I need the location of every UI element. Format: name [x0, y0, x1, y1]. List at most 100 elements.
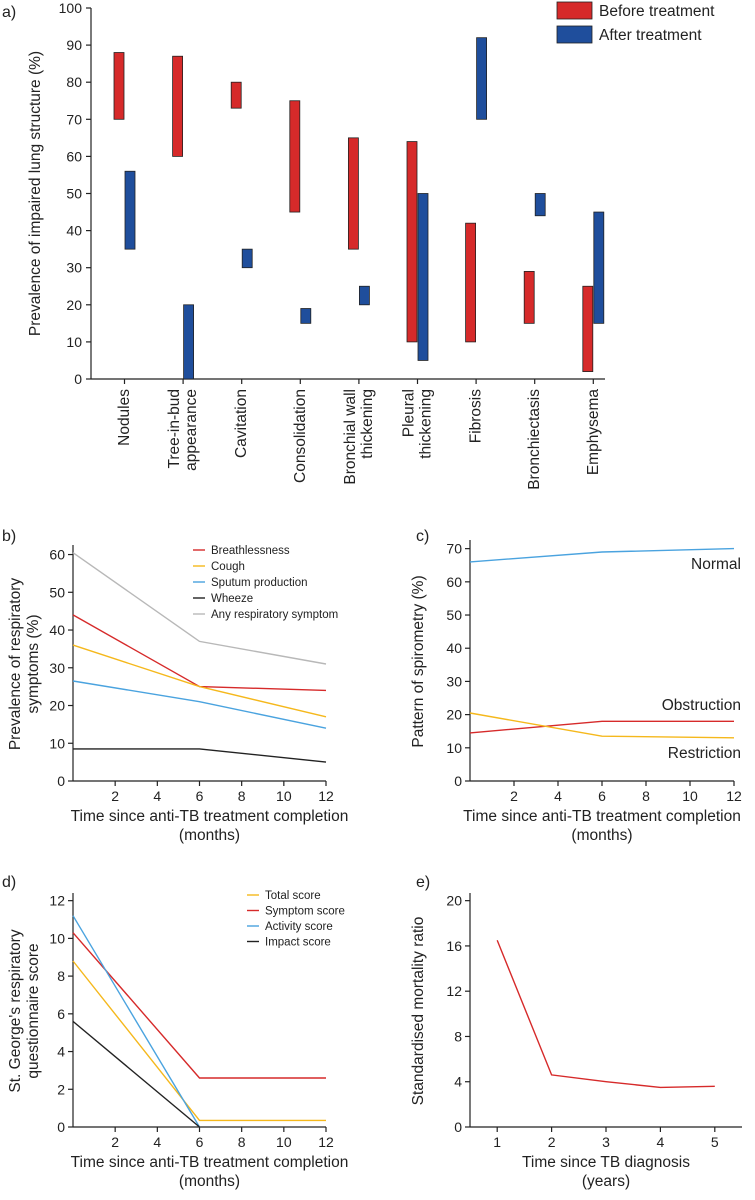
series-line-cough	[72, 644, 327, 718]
series-line-total-score	[72, 960, 326, 1122]
series-label: Obstruction	[662, 697, 741, 714]
y-tick-label: 20	[66, 297, 82, 313]
y-tick-label: 0	[57, 1119, 65, 1135]
x-axis-label-line2: (months)	[571, 827, 632, 844]
x-axis-label-line2: (months)	[179, 827, 240, 844]
x-tick-label: 12	[318, 788, 334, 804]
legend-label: Before treatment	[599, 3, 715, 20]
y-tick-label: 4	[57, 1044, 65, 1060]
panel-label: e)	[416, 874, 430, 891]
y-tick-label: 10	[49, 930, 65, 946]
x-tick-label: 3	[602, 1134, 610, 1150]
y-tick-label: 12	[49, 893, 65, 909]
y-tick-label: 40	[446, 640, 462, 656]
category-label: Nodules	[116, 389, 133, 446]
y-tick-label: 30	[49, 660, 65, 676]
bar-before-treatment	[289, 100, 301, 213]
panel-a: a) 0 10 20 30 40 50 60 70 80 90 100 Prevalence of im…	[2, 0, 715, 490]
category-label: Fibrosis	[468, 389, 485, 444]
y-tick-label: 6	[57, 1006, 65, 1022]
bar-before-treatment	[230, 81, 242, 109]
category-label: Pleural	[401, 389, 418, 437]
x-tick-label: 8	[238, 1134, 246, 1150]
x-axis-label: Time since TB diagnosis	[522, 1154, 690, 1171]
series-line-wheeze	[73, 748, 327, 763]
series-label: Normal	[691, 556, 741, 573]
bar-before-treatment	[465, 222, 477, 343]
bar-before-treatment	[172, 55, 184, 157]
y-tick-label: 70	[446, 541, 462, 557]
category-label: Consolidation	[292, 389, 309, 483]
y-tick-label: 10	[66, 334, 82, 350]
y-tick-label: 50	[66, 186, 82, 202]
y-tick-label: 0	[454, 773, 462, 789]
x-tick-label: 6	[196, 1134, 204, 1150]
x-tick-label: 10	[276, 788, 292, 804]
y-tick-label: 0	[74, 371, 82, 387]
bar-before-treatment	[406, 141, 418, 343]
y-tick-label: 0	[454, 1119, 462, 1135]
series-line-sputum-production	[72, 680, 327, 729]
category-label: Bronchiectasis	[526, 389, 543, 490]
series-line-any-respiratory-symptom	[72, 552, 327, 665]
y-tick-label: 8	[454, 1028, 462, 1044]
x-tick-label: 5	[711, 1134, 719, 1150]
legend-label: Sputum production	[211, 577, 308, 589]
y-axis-label: St. George's respiratory	[7, 929, 24, 1092]
y-axis-label-line2: symptoms (%)	[25, 614, 42, 713]
category-label: thickening	[418, 389, 435, 459]
y-tick-label: 20	[49, 698, 65, 714]
y-tick-label: 60	[66, 148, 82, 164]
panel-label: c)	[416, 528, 429, 545]
legend-label: Cough	[211, 561, 245, 573]
y-tick-label: 2	[57, 1081, 65, 1097]
legend-label: Wheeze	[211, 593, 253, 605]
y-tick-label: 70	[66, 111, 82, 127]
x-tick-label: 10	[276, 1134, 292, 1150]
x-tick-label: 2	[510, 788, 518, 804]
legend-label: Symptom score	[265, 906, 345, 918]
bar-after-treatment	[241, 248, 253, 269]
bar-after-treatment	[183, 304, 195, 380]
x-tick-label: 8	[238, 788, 246, 804]
x-axis-label-line2: (years)	[582, 1173, 630, 1190]
category-label: thickening	[359, 389, 376, 459]
category-label: Emphysema	[585, 389, 602, 476]
category-label: Tree-in-bud	[166, 389, 183, 469]
x-tick-label: 4	[554, 788, 562, 804]
x-tick-label: 1	[493, 1134, 501, 1150]
legend-swatch	[556, 25, 593, 44]
x-tick-label: 8	[642, 788, 650, 804]
series-line-symptom-score	[72, 932, 326, 1079]
y-tick-label: 50	[49, 584, 65, 600]
panel-label: b)	[2, 528, 16, 545]
legend-label: Any respiratory symptom	[211, 609, 338, 621]
bar-before-treatment	[113, 52, 125, 120]
y-tick-label: 50	[446, 607, 462, 623]
series-line-smr	[496, 940, 715, 1089]
y-tick-label: 80	[66, 74, 82, 90]
x-axis-label: Time since anti-TB treatment completion	[71, 1154, 349, 1171]
y-tick-label: 20	[446, 893, 462, 909]
bar-after-treatment	[476, 37, 488, 120]
panel-b: b) 0 10 20 30 40 50 60 2 4 6 8 10 12 Time since anti-T…	[2, 528, 348, 844]
series-line-impact-score	[72, 1020, 200, 1128]
panel-label: a)	[2, 4, 16, 21]
legend-label: Activity score	[265, 921, 333, 933]
y-tick-label: 30	[66, 260, 82, 276]
legend-label: After treatment	[599, 27, 702, 44]
x-tick-label: 2	[111, 788, 119, 804]
x-axis-label-line2: (months)	[179, 1173, 240, 1190]
category-label: Bronchial wall	[342, 389, 359, 485]
y-tick-label: 60	[446, 574, 462, 590]
x-tick-label: 4	[657, 1134, 665, 1150]
series-line-restriction	[469, 712, 735, 739]
legend-label: Breathlessness	[211, 545, 290, 557]
series-label: Restriction	[668, 745, 741, 762]
y-tick-label: 40	[49, 622, 65, 638]
y-tick-label: 90	[66, 37, 82, 53]
y-tick-label: 30	[446, 673, 462, 689]
y-tick-label: 60	[49, 547, 65, 563]
bar-after-treatment	[300, 308, 312, 324]
